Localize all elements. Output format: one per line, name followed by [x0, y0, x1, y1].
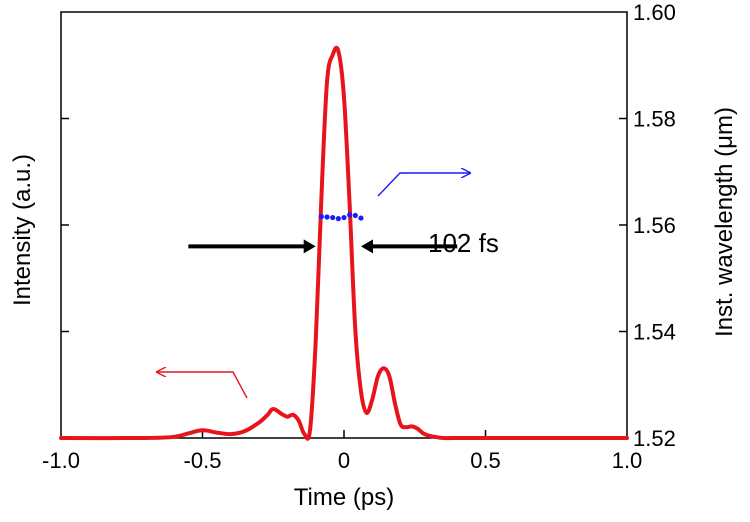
- x-tick-label: 0.5: [470, 448, 501, 473]
- x-tick-label: 0: [338, 448, 350, 473]
- x-tick-label: 1.0: [612, 448, 643, 473]
- wavelength-point: [341, 214, 347, 221]
- y-right-tick-label: 1.52: [633, 426, 676, 451]
- wavelength-point: [347, 212, 353, 218]
- y-right-tick-label: 1.58: [633, 107, 676, 132]
- wavelength-series-points: [318, 212, 364, 222]
- wavelength-point: [352, 212, 358, 219]
- wavelength-point: [358, 215, 364, 221]
- x-axis-title: Time (ps): [294, 484, 394, 511]
- intensity-axis-indicator-arrow: [157, 372, 248, 399]
- y-right-ticks: [61, 117, 627, 333]
- y-left-axis-title: Intensity (a.u.): [9, 154, 36, 306]
- intensity-series-line: [59, 45, 629, 441]
- wavelength-point: [318, 213, 324, 220]
- fwhm-annotation: [188, 239, 458, 254]
- axis-indicators: [157, 173, 470, 399]
- x-tick-labels: -1.0 -0.5 0 0.5 1.0: [42, 448, 642, 473]
- wavelength-axis-indicator-arrow: [377, 173, 470, 197]
- y-right-tick-label: 1.56: [633, 213, 676, 238]
- fwhm-right-arrowhead: [360, 239, 373, 254]
- y-right-tick-labels: 1.52 1.54 1.56 1.58 1.60: [633, 0, 676, 451]
- y-right-tick-label: 1.60: [633, 0, 676, 25]
- fwhm-left-arrowhead: [303, 239, 316, 254]
- wavelength-point: [335, 216, 341, 222]
- x-tick-label: -1.0: [42, 448, 80, 473]
- fwhm-label: 102 fs: [428, 228, 499, 258]
- wavelength-point: [330, 214, 336, 221]
- x-tick-label: -0.5: [184, 448, 222, 473]
- wavelength-point: [324, 214, 330, 220]
- y-right-tick-label: 1.54: [633, 320, 676, 345]
- y-right-axis-title: Inst. wavelength (μm): [711, 107, 738, 337]
